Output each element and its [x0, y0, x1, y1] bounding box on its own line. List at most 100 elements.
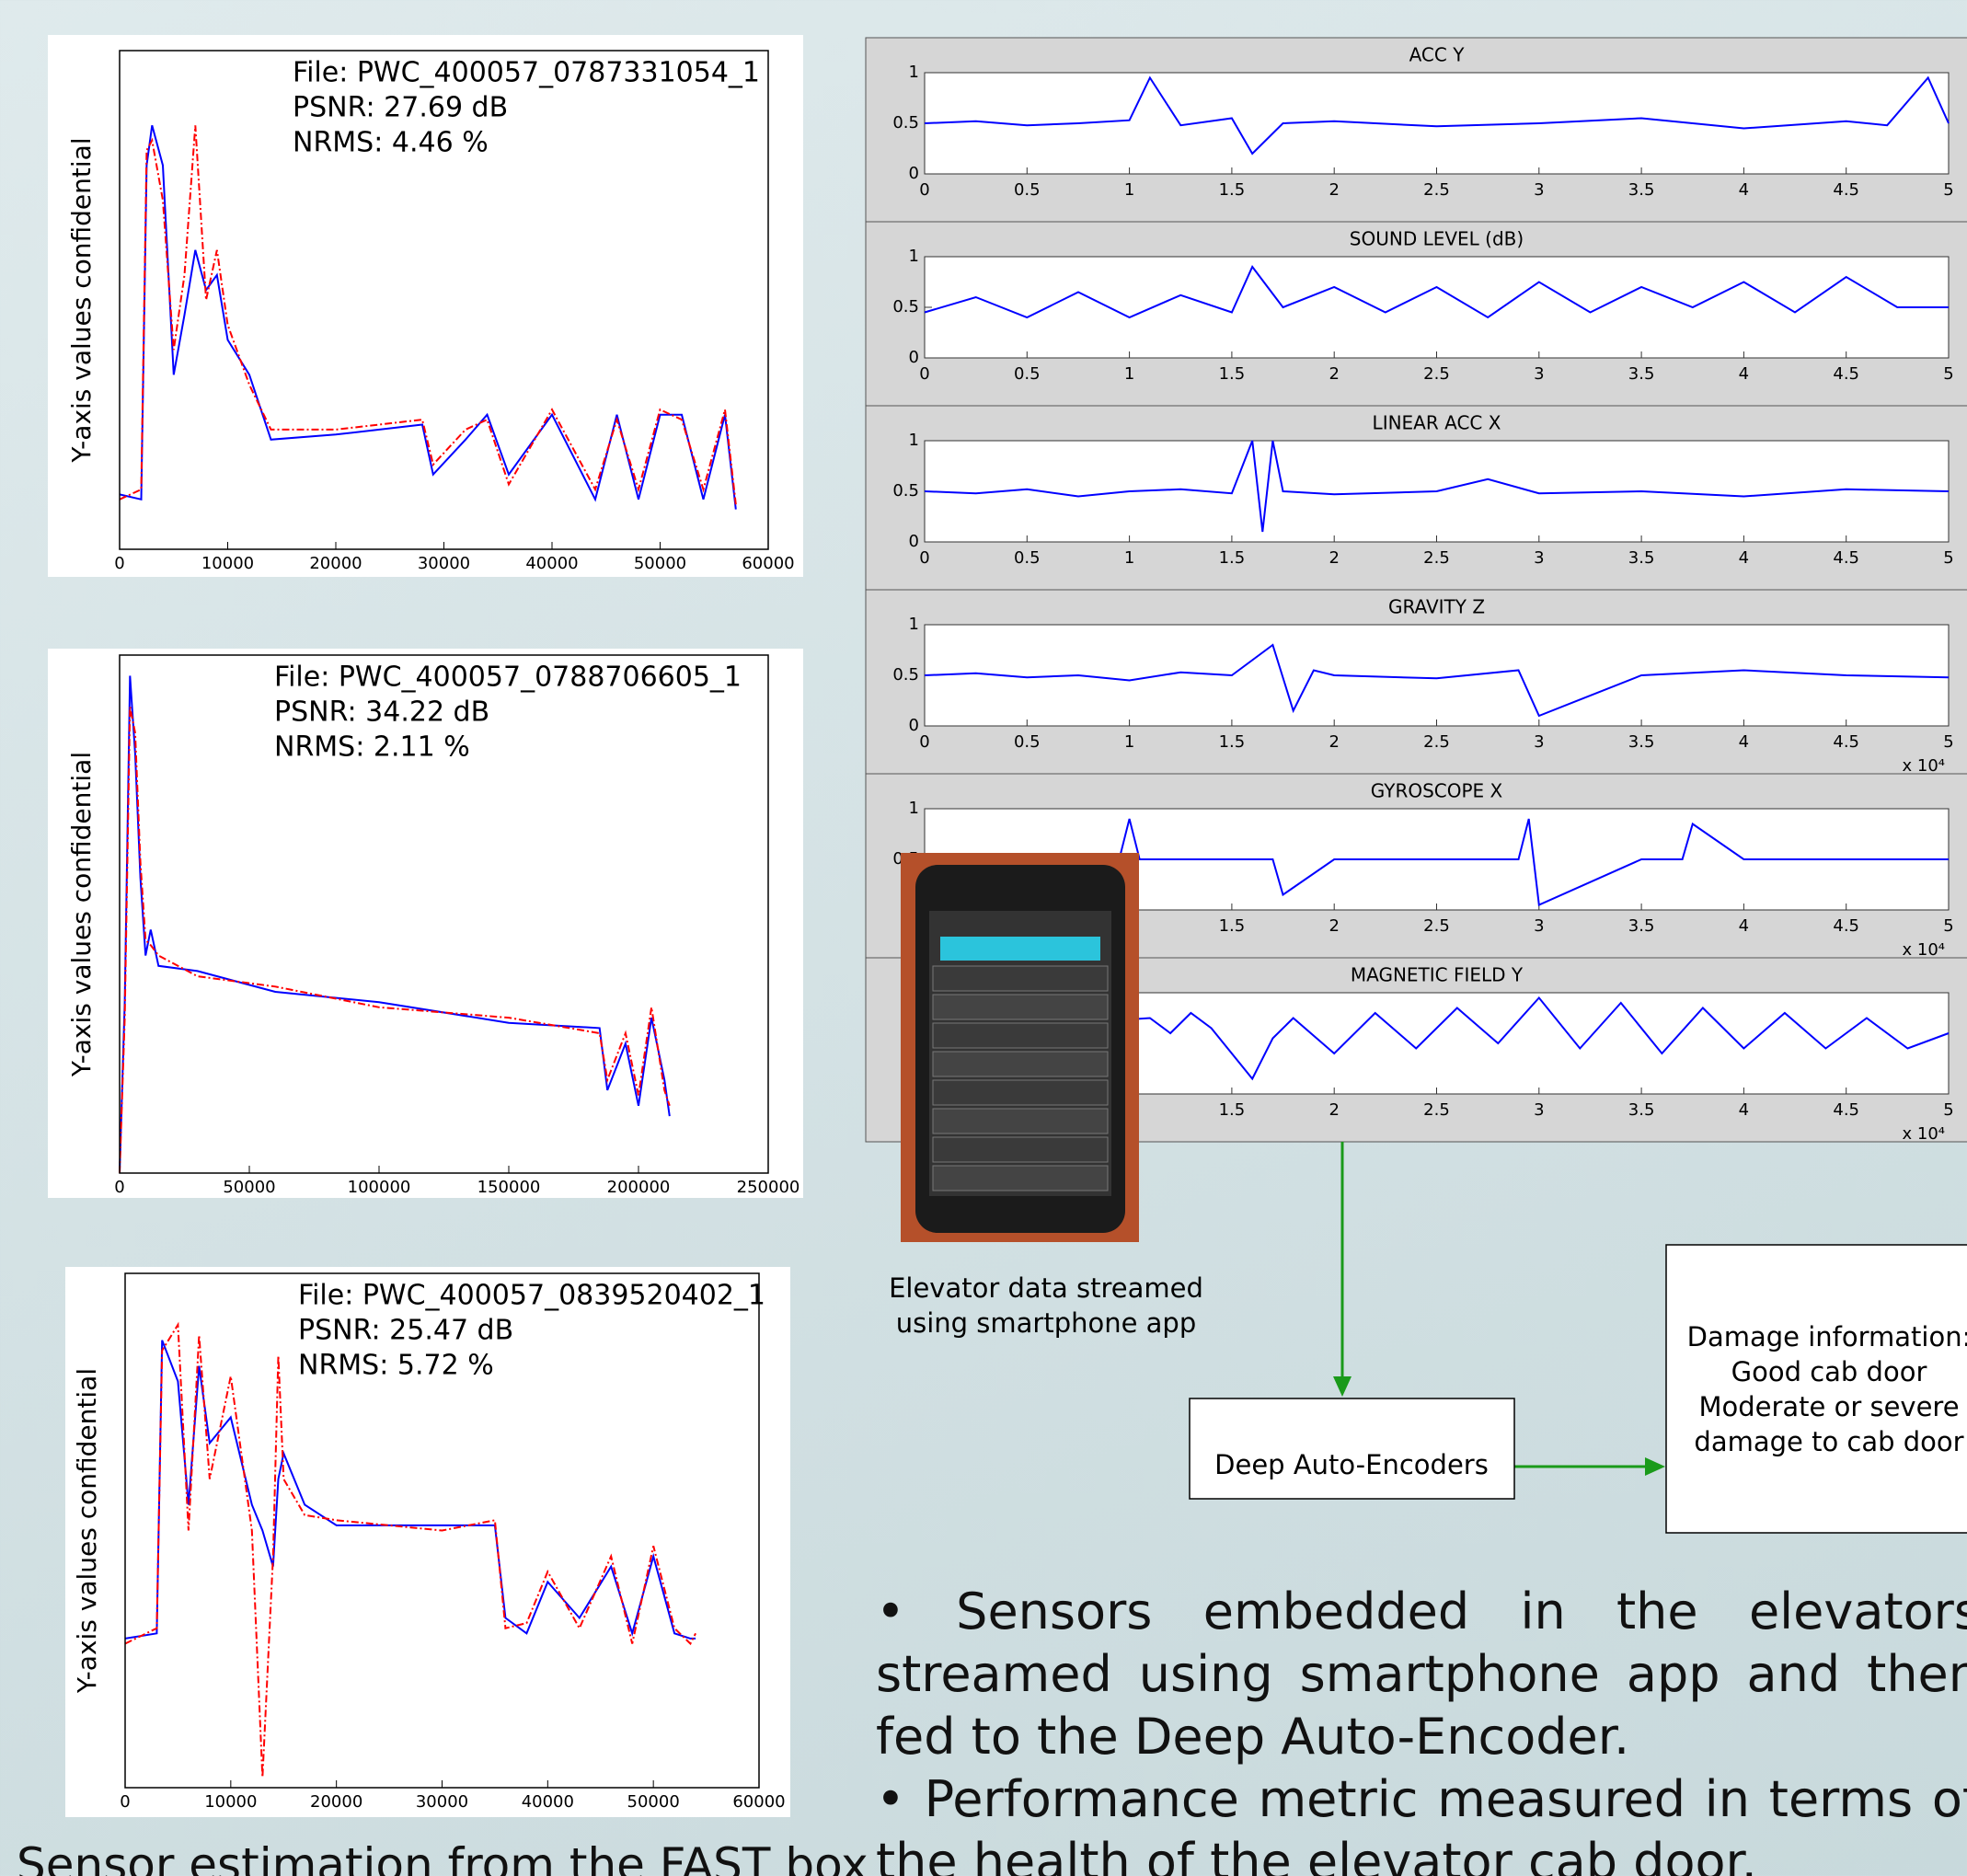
- y-tick-label: 0: [909, 532, 919, 551]
- x-tick-label: 3: [1534, 364, 1544, 384]
- x-tick-label: 0: [114, 554, 124, 573]
- x-multiplier: x 10⁴: [1903, 1124, 1946, 1144]
- annotation: PSNR: 25.47 dB: [298, 1315, 513, 1347]
- x-tick-label: 4.5: [1833, 548, 1859, 568]
- y-tick-label: 0.5: [892, 297, 919, 317]
- x-tick-label: 2: [1329, 1100, 1339, 1120]
- x-tick-label: 3.5: [1628, 180, 1655, 200]
- phone: [901, 853, 1139, 1242]
- arrow-head: [1645, 1457, 1665, 1476]
- x-tick-label: 1.5: [1219, 1100, 1246, 1120]
- x-tick-label: 0.5: [1014, 364, 1041, 384]
- damage-text: damage to cab door: [1694, 1426, 1963, 1457]
- x-tick-label: 50000: [223, 1178, 275, 1197]
- x-tick-label: 3: [1534, 548, 1544, 568]
- annotation: PSNR: 34.22 dB: [274, 696, 489, 729]
- x-tick-label: 2: [1329, 180, 1339, 200]
- x-tick-label: 2.5: [1423, 1100, 1450, 1120]
- phone-caption: Elevator data streamed: [889, 1272, 1203, 1304]
- x-tick-label: 4.5: [1833, 1100, 1859, 1120]
- strip-title: GYROSCOPE X: [1371, 780, 1503, 802]
- x-tick-label: 2.5: [1423, 180, 1450, 200]
- annotation: NRMS: 2.11 %: [274, 731, 470, 764]
- strip-title: LINEAR ACC X: [1373, 412, 1501, 434]
- y-tick-label: 1: [909, 63, 919, 82]
- y-tick-label: 0: [909, 348, 919, 367]
- x-tick-label: 4: [1739, 548, 1749, 568]
- x-tick-label: 30000: [416, 1792, 468, 1812]
- x-tick-label: 4: [1739, 364, 1749, 384]
- x-tick-label: 1: [1124, 732, 1134, 752]
- y-axis-label: Y-axis values confidential: [72, 1368, 102, 1694]
- x-tick-label: 5: [1943, 732, 1953, 752]
- y-tick-label: 0: [909, 164, 919, 183]
- x-tick-label: 0: [919, 732, 929, 752]
- x-tick-label: 3.5: [1628, 732, 1655, 752]
- x-tick-label: 60000: [742, 554, 794, 573]
- x-tick-label: 250000: [737, 1178, 800, 1197]
- x-tick-label: 5: [1943, 1100, 1953, 1120]
- x-tick-label: 4: [1739, 1100, 1749, 1120]
- x-tick-label: 5: [1943, 548, 1953, 568]
- x-tick-label: 0.5: [1014, 732, 1041, 752]
- x-tick-label: 1: [1124, 548, 1134, 568]
- annotation: File: PWC_400057_0788706605_1: [274, 662, 742, 694]
- x-tick-label: 3: [1534, 916, 1544, 936]
- x-tick-label: 4: [1739, 732, 1749, 752]
- damage-text: Moderate or severe: [1698, 1391, 1959, 1422]
- bullet: • Performance metric measured in terms o…: [876, 1768, 1967, 1876]
- x-tick-label: 50000: [634, 554, 686, 573]
- x-tick-label: 1.5: [1219, 548, 1246, 568]
- x-tick-label: 4.5: [1833, 180, 1859, 200]
- annotation: File: PWC_400057_0839520402_1: [298, 1280, 765, 1312]
- x-tick-label: 3.5: [1628, 364, 1655, 384]
- x-tick-label: 1.5: [1219, 180, 1246, 200]
- x-tick-label: 10000: [204, 1792, 257, 1812]
- x-tick-label: 2.5: [1423, 732, 1450, 752]
- app-row: [933, 1109, 1108, 1134]
- app-row: [933, 1137, 1108, 1162]
- y-tick-label: 1: [909, 799, 919, 818]
- app-header: [940, 937, 1100, 961]
- x-tick-label: 30000: [418, 554, 470, 573]
- y-tick-label: 1: [909, 431, 919, 450]
- annotation: File: PWC_400057_0787331054_1: [293, 57, 760, 89]
- x-tick-label: 4: [1739, 180, 1749, 200]
- x-tick-label: 20000: [309, 554, 362, 573]
- plot-area: [925, 257, 1949, 358]
- x-tick-label: 5: [1943, 180, 1953, 200]
- x-tick-label: 1.5: [1219, 732, 1246, 752]
- damage-text: Damage information:: [1687, 1321, 1967, 1352]
- x-tick-label: 3: [1534, 180, 1544, 200]
- x-tick-label: 5: [1943, 916, 1953, 936]
- x-tick-label: 150000: [477, 1178, 541, 1197]
- x-tick-label: 4.5: [1833, 916, 1859, 936]
- x-tick-label: 1.5: [1219, 364, 1246, 384]
- x-tick-label: 0: [919, 548, 929, 568]
- x-tick-label: 0: [114, 1178, 124, 1197]
- app-row: [933, 1080, 1108, 1105]
- x-tick-label: 40000: [522, 1792, 574, 1812]
- x-tick-label: 0: [120, 1792, 130, 1812]
- x-tick-label: 3.5: [1628, 916, 1655, 936]
- x-tick-label: 3.5: [1628, 1100, 1655, 1120]
- y-tick-label: 1: [909, 247, 919, 266]
- x-tick-label: 4.5: [1833, 732, 1859, 752]
- y-tick-label: 0.5: [892, 113, 919, 132]
- x-tick-label: 0.5: [1014, 180, 1041, 200]
- damage-text: Good cab door: [1731, 1356, 1927, 1387]
- x-tick-label: 2: [1329, 732, 1339, 752]
- app-row: [933, 1023, 1108, 1048]
- phone-caption: using smartphone app: [896, 1307, 1197, 1339]
- x-tick-label: 2.5: [1423, 548, 1450, 568]
- encoder-label: Deep Auto-Encoders: [1214, 1449, 1489, 1480]
- x-tick-label: 2: [1329, 364, 1339, 384]
- y-axis-label: Y-axis values confidential: [66, 752, 97, 1077]
- x-tick-label: 200000: [607, 1178, 671, 1197]
- x-tick-label: 40000: [525, 554, 578, 573]
- x-tick-label: 50000: [627, 1792, 680, 1812]
- x-tick-label: 10000: [201, 554, 254, 573]
- x-tick-label: 0: [919, 364, 929, 384]
- x-multiplier: x 10⁴: [1903, 940, 1946, 960]
- y-tick-label: 0.5: [892, 665, 919, 685]
